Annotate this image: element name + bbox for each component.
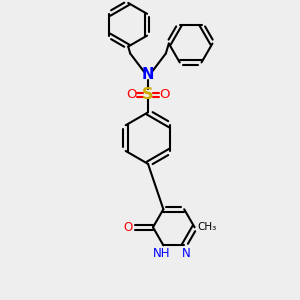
Text: N: N: [142, 67, 154, 82]
Text: N: N: [182, 247, 190, 260]
Text: NH: NH: [153, 247, 170, 260]
Text: O: O: [160, 88, 170, 101]
Text: S: S: [142, 87, 154, 102]
Text: O: O: [123, 221, 132, 234]
Text: CH₃: CH₃: [198, 222, 217, 232]
Text: O: O: [126, 88, 136, 101]
